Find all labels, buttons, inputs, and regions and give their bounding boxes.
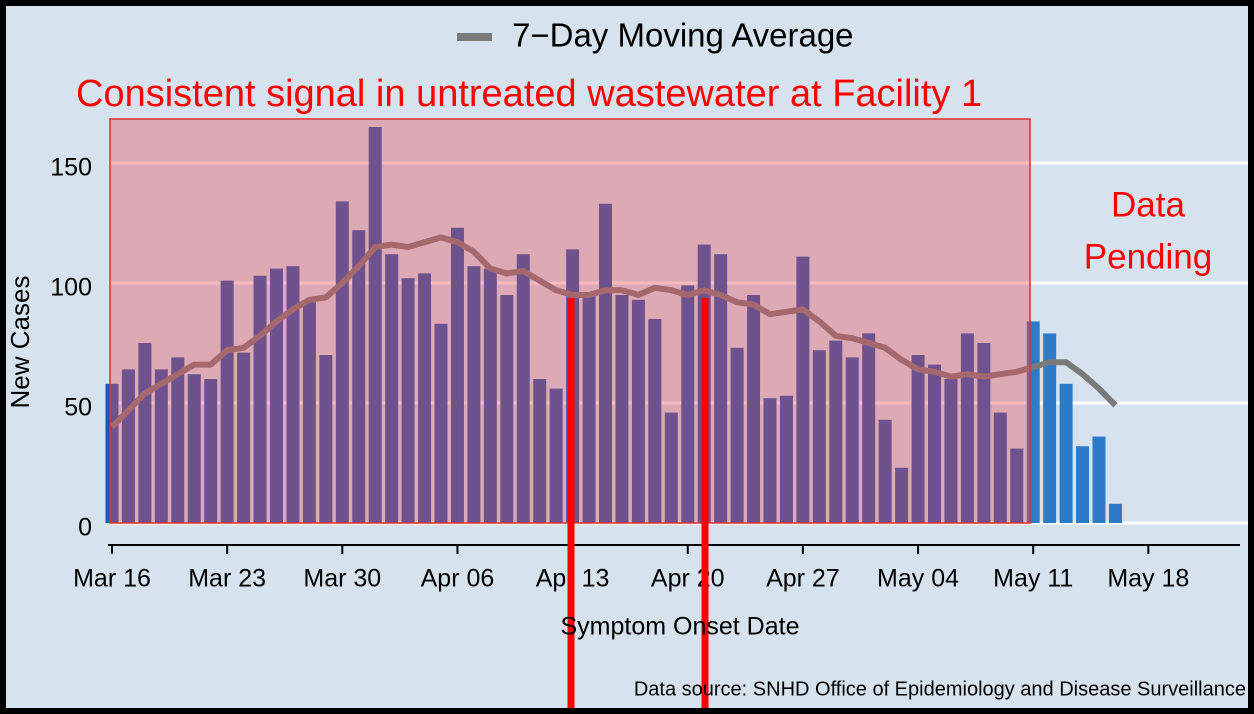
bar xyxy=(1043,333,1057,523)
bar xyxy=(681,285,695,523)
bar xyxy=(631,299,645,523)
bar xyxy=(878,419,892,523)
bar xyxy=(796,256,810,523)
bar xyxy=(401,278,415,523)
bar xyxy=(812,350,826,523)
bar xyxy=(154,369,168,523)
bar xyxy=(928,364,941,523)
bar xyxy=(171,357,185,523)
bar xyxy=(747,295,761,523)
bar xyxy=(467,266,481,523)
x-tick-label: Apr 27 xyxy=(766,565,840,593)
x-tick-label: May 11 xyxy=(993,565,1073,593)
x-tick-label: Apr 20 xyxy=(651,565,725,593)
bar xyxy=(368,127,382,523)
y-tick-label: 150 xyxy=(50,154,92,182)
bar xyxy=(418,273,432,523)
bar xyxy=(730,347,744,523)
bar xyxy=(483,268,497,523)
bar xyxy=(187,374,201,523)
y-tick-label: 0 xyxy=(78,514,92,542)
bar xyxy=(862,333,876,523)
bar xyxy=(845,357,859,523)
bar xyxy=(664,412,678,523)
bar xyxy=(105,383,119,523)
moving-average-line xyxy=(109,234,1118,430)
bar xyxy=(1092,436,1106,523)
bar xyxy=(220,280,234,523)
bar xyxy=(1010,448,1024,523)
bar xyxy=(352,230,366,523)
y-axis-label: New Cases xyxy=(5,276,35,409)
x-tick-label: Mar 16 xyxy=(73,565,151,593)
bar xyxy=(1076,446,1090,523)
x-tick-label: May 04 xyxy=(877,565,959,593)
bar xyxy=(1059,383,1073,523)
bar xyxy=(829,340,843,523)
bar xyxy=(615,295,629,523)
source: Data source: SNHD Office of Epidemiology… xyxy=(634,678,1246,700)
bar xyxy=(204,379,218,523)
bar xyxy=(582,292,596,523)
bar xyxy=(270,268,283,523)
x-tick-label: Mar 23 xyxy=(188,565,266,593)
pending-label: Pending xyxy=(1084,237,1212,276)
plot xyxy=(105,127,1248,525)
bar xyxy=(944,379,958,523)
bar xyxy=(286,266,300,523)
bar xyxy=(648,319,662,523)
x-tick-label: Apr 06 xyxy=(421,565,495,593)
bar xyxy=(533,379,547,523)
bar xyxy=(500,295,514,523)
y-tick-label: 100 xyxy=(50,274,92,302)
bar xyxy=(960,333,974,523)
bar xyxy=(895,467,909,523)
bar xyxy=(977,343,991,523)
x-tick-label: Mar 30 xyxy=(303,565,381,593)
bar xyxy=(434,323,448,523)
legend-label: 7−Day Moving Average xyxy=(512,17,854,54)
bar xyxy=(549,388,563,523)
bar xyxy=(993,412,1007,523)
bar xyxy=(385,254,399,523)
x-axis-label: Symptom Onset Date xyxy=(561,613,800,641)
bar xyxy=(911,355,925,523)
bar xyxy=(138,343,152,523)
bar xyxy=(763,398,777,523)
bar xyxy=(779,395,793,523)
bar xyxy=(302,302,316,523)
bar xyxy=(450,227,464,524)
annotation: Consistent signal in untreated wastewate… xyxy=(76,73,982,115)
x-tick-label: May 18 xyxy=(1107,565,1189,593)
pending-label: Data xyxy=(1111,185,1185,224)
y-tick-label: 50 xyxy=(64,394,92,422)
bar xyxy=(714,254,728,523)
bar xyxy=(516,254,530,523)
bar xyxy=(599,203,612,524)
bar xyxy=(1108,503,1122,523)
bar xyxy=(237,352,251,523)
bar xyxy=(319,355,333,523)
